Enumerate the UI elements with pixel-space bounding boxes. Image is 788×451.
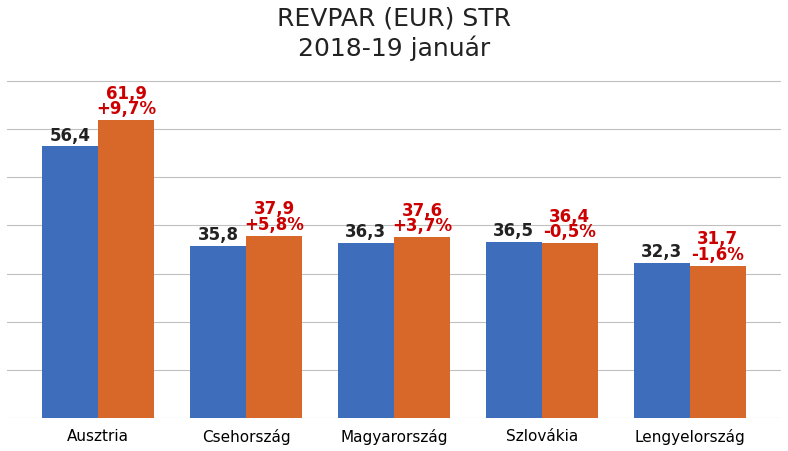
Bar xyxy=(338,244,394,419)
Text: 31,7: 31,7 xyxy=(697,230,738,248)
Text: 36,3: 36,3 xyxy=(345,223,386,241)
Bar xyxy=(246,236,303,419)
Bar xyxy=(190,246,246,419)
Bar xyxy=(42,147,98,419)
Text: -0,5%: -0,5% xyxy=(544,222,597,240)
Text: +3,7%: +3,7% xyxy=(392,216,452,235)
Bar xyxy=(98,120,154,419)
Bar xyxy=(634,263,690,419)
Text: +9,7%: +9,7% xyxy=(96,100,157,118)
Title: REVPAR (EUR) STR
2018-19 január: REVPAR (EUR) STR 2018-19 január xyxy=(277,7,511,60)
Text: 61,9: 61,9 xyxy=(106,84,147,102)
Text: 36,4: 36,4 xyxy=(549,207,590,225)
Text: 56,4: 56,4 xyxy=(50,126,91,144)
Bar xyxy=(542,243,598,419)
Text: 37,9: 37,9 xyxy=(254,200,295,218)
Text: 35,8: 35,8 xyxy=(198,226,239,243)
Bar xyxy=(485,243,542,419)
Text: 32,3: 32,3 xyxy=(641,242,682,260)
Bar xyxy=(690,266,746,419)
Bar xyxy=(394,238,450,419)
Text: -1,6%: -1,6% xyxy=(691,245,744,263)
Text: 37,6: 37,6 xyxy=(402,201,443,219)
Text: 36,5: 36,5 xyxy=(493,222,534,240)
Text: +5,8%: +5,8% xyxy=(244,215,304,233)
